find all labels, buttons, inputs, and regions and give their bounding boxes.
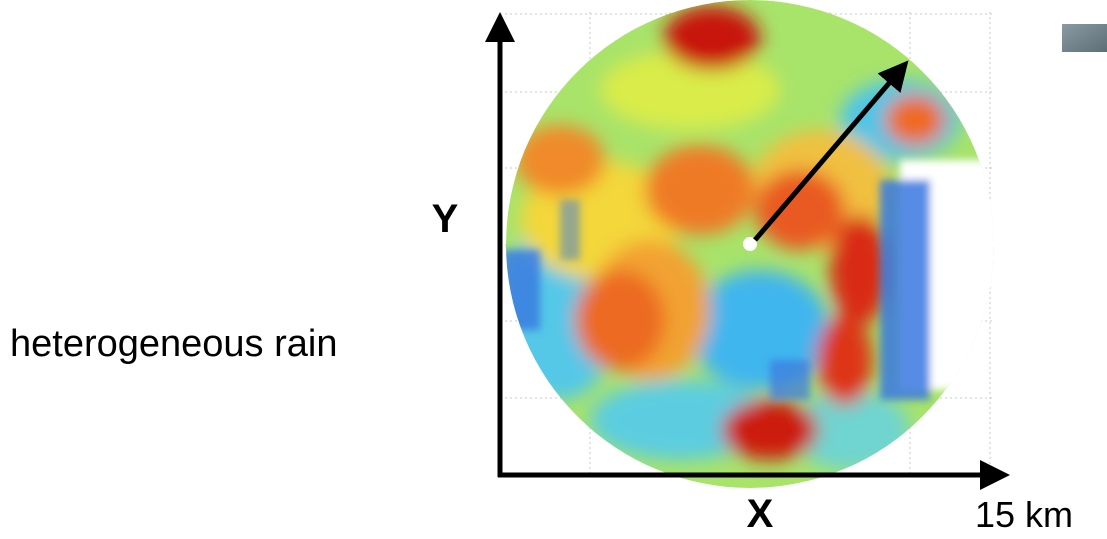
direction-arrow [753, 60, 909, 242]
radar-field [506, 0, 994, 488]
corner-decoration [1062, 24, 1107, 52]
x-axis-label: X [747, 492, 774, 536]
y-axis-label: Y [432, 197, 459, 241]
scale-label: 15 km [975, 494, 1073, 535]
description: heterogeneous rain [10, 323, 337, 365]
